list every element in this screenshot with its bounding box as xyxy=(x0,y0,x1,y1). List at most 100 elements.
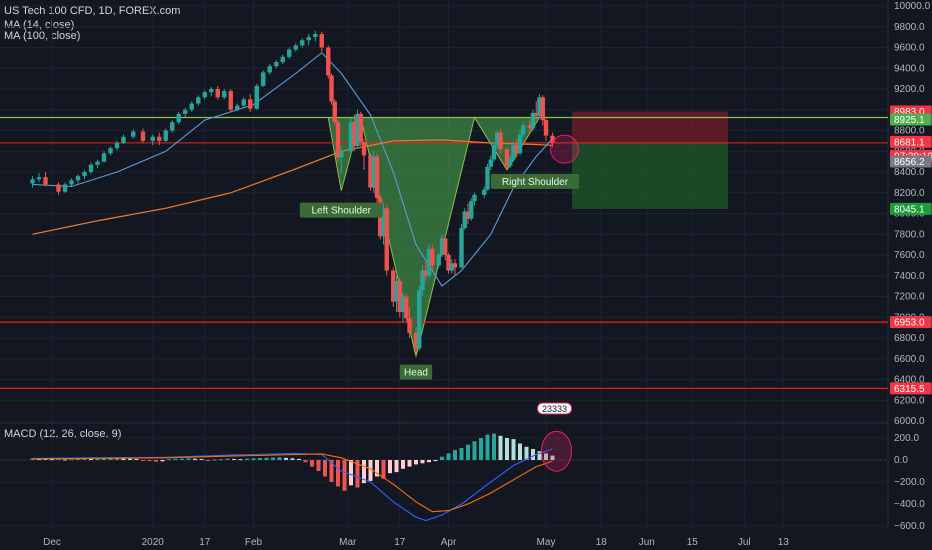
macd-histogram-bar xyxy=(466,444,470,460)
price-badge-bg xyxy=(890,382,932,395)
time-tick-label: Jun xyxy=(639,537,655,548)
macd-histogram-bar xyxy=(342,460,347,491)
macd-histogram-bar xyxy=(375,460,379,477)
price-axis[interactable]: 10000.09800.09600.09400.09200.09000.0880… xyxy=(894,1,931,427)
candlesticks xyxy=(30,30,555,357)
macd-tick-label: −400.0 xyxy=(894,499,925,510)
price-tick-label: 7200.0 xyxy=(894,292,925,303)
macd-badge-bg xyxy=(537,402,572,415)
macd-tick-label: 0.0 xyxy=(894,455,908,466)
candle-body xyxy=(472,194,477,202)
price-badges: 8983.08925.18681.107:39:198656.28045.169… xyxy=(890,105,932,395)
macd-histogram-bar xyxy=(219,459,223,461)
price-tick-label: 8800.0 xyxy=(894,126,925,137)
time-tick-label: 2020 xyxy=(142,537,165,548)
macd-histogram-bar xyxy=(446,453,451,460)
price-tick-label: 9200.0 xyxy=(894,84,925,95)
macd-histogram-bar xyxy=(264,457,269,460)
candle-body xyxy=(407,318,412,333)
horizontal-levels[interactable] xyxy=(0,116,888,389)
macd-histogram-bar xyxy=(323,460,327,477)
macd-histogram-bar xyxy=(128,458,132,460)
time-tick-label: 17 xyxy=(394,537,406,548)
price-badge-bg xyxy=(890,202,932,215)
candle-body xyxy=(75,176,81,181)
candle-body xyxy=(196,97,201,104)
price-tick-label: 6800.0 xyxy=(894,333,925,344)
candle-body xyxy=(430,248,435,266)
macd-legend[interactable]: MACD (12, 26, close, 9) xyxy=(4,428,122,440)
time-axis[interactable]: Dec 2020 17 Feb Mar 17 Apr May 18 Jun 15 Jul 13 xyxy=(43,537,789,548)
stop-loss-zone xyxy=(572,111,728,143)
candle-body xyxy=(62,184,68,192)
price-tick-label: 9400.0 xyxy=(894,63,925,74)
candle-body xyxy=(404,296,409,319)
head-label: Head xyxy=(404,368,428,379)
time-tick-label: 13 xyxy=(778,537,790,548)
candle-body xyxy=(88,164,94,172)
candle-body xyxy=(537,97,542,116)
candle-body xyxy=(459,228,464,268)
candle-body xyxy=(313,34,318,38)
head-label-bg xyxy=(399,364,433,380)
macd-histogram-bar xyxy=(394,460,399,473)
macd-histogram-bar xyxy=(355,460,360,488)
candle-body xyxy=(300,40,305,46)
take-profit-zone xyxy=(572,142,728,209)
macd-histogram-bar xyxy=(108,458,113,460)
candle-body xyxy=(293,45,298,50)
macd-histogram-bar xyxy=(173,458,178,460)
candle-body xyxy=(508,159,513,166)
candle-body xyxy=(228,91,233,110)
macd-tick-label: −200.0 xyxy=(894,477,925,488)
ma100-legend[interactable]: MA (100, close) xyxy=(4,30,81,42)
macd-histogram-bar xyxy=(531,449,535,460)
macd-line xyxy=(32,448,553,522)
candle-body xyxy=(261,72,266,86)
macd-histogram-bar xyxy=(154,460,158,462)
candle-body xyxy=(183,109,188,114)
pattern-labels: Left Shoulder Head Right Shoulder xyxy=(299,134,580,380)
candle-body xyxy=(36,177,42,180)
candle-body xyxy=(527,125,532,129)
macd-histogram-bar xyxy=(232,458,236,460)
candle-body xyxy=(56,184,61,192)
price-tick-label: 6600.0 xyxy=(894,354,925,365)
candle-body xyxy=(280,56,285,63)
macd-histogram-bar xyxy=(511,439,516,460)
position-zones[interactable] xyxy=(572,111,728,209)
price-tick-label: 8400.0 xyxy=(894,167,925,178)
macd-histogram-bar xyxy=(102,458,106,460)
macd-histogram-bar xyxy=(69,459,74,461)
macd-histogram-bar xyxy=(420,460,425,464)
candle-body xyxy=(495,132,500,146)
price-tick-label: 6000.0 xyxy=(894,416,925,427)
macd-histogram-bar xyxy=(115,457,119,460)
macd-histogram-bar xyxy=(141,460,145,461)
macd-histogram-bar xyxy=(147,460,152,462)
macd-histogram-bar xyxy=(459,447,464,460)
candle-body xyxy=(140,131,146,141)
left-shoulder-label-bg xyxy=(299,202,383,218)
macd-histogram-bar xyxy=(206,460,210,461)
candle-body xyxy=(82,172,87,177)
ma14-line xyxy=(32,51,553,287)
macd-histogram-bar xyxy=(277,457,282,460)
macd-histogram-bar xyxy=(401,460,405,469)
macd-histogram-bar xyxy=(258,458,262,460)
candle-body xyxy=(248,99,253,109)
candle-body xyxy=(352,122,357,147)
macd-histogram-bar xyxy=(95,458,100,460)
candle-body xyxy=(332,101,337,123)
ma14-legend[interactable]: MA (14, close) xyxy=(4,19,75,31)
price-badge: 8681.1 xyxy=(894,137,925,148)
price-badge: 8045.1 xyxy=(894,204,925,215)
macd-histogram-bar xyxy=(479,438,483,460)
macd-histogram-bar xyxy=(290,458,295,460)
price-badge: 8925.1 xyxy=(894,115,925,126)
candle-body xyxy=(498,132,503,150)
candle-body xyxy=(397,280,402,313)
time-tick-label: Jul xyxy=(738,537,751,548)
candle-body xyxy=(423,270,428,276)
